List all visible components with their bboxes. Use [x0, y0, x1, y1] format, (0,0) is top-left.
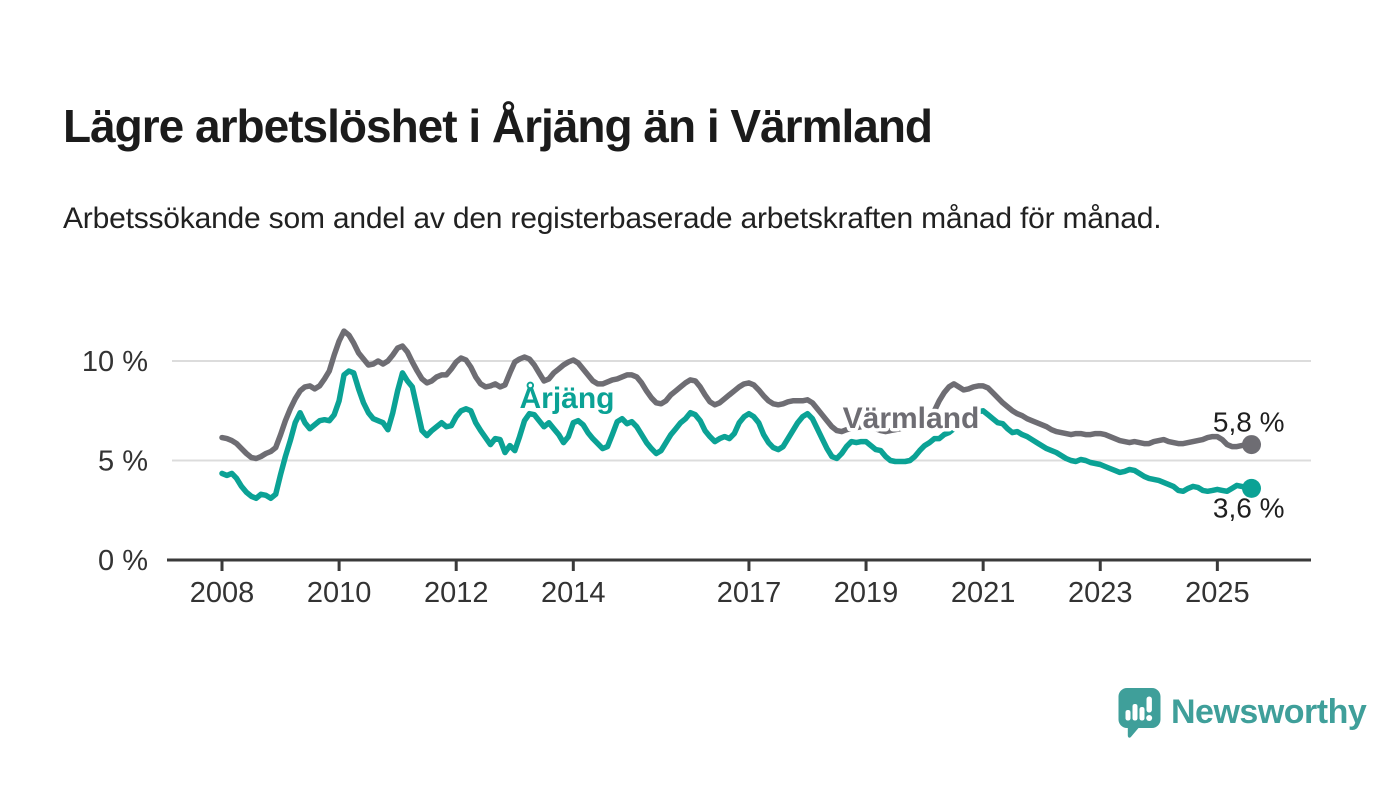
page-subtitle: Arbetssökande som andel av den registerb… [63, 202, 1162, 235]
page-title: Lägre arbetslöshet i Årjäng än i Värmlan… [63, 99, 933, 152]
x-axis-tick-label: 2008 [190, 577, 255, 609]
x-axis-tick-label: 2019 [834, 577, 899, 609]
x-axis-tick-label: 2010 [307, 577, 372, 609]
x-axis-tick-label: 2021 [951, 577, 1016, 609]
x-axis-tick-label: 2012 [424, 577, 489, 609]
y-axis-tick-label: 0 % [98, 545, 148, 577]
newsworthy-logo-text: Newsworthy [1171, 692, 1367, 731]
newsworthy-logo-icon [1118, 688, 1161, 738]
series-end-value-label: 5,8 % [1213, 407, 1285, 438]
x-axis-tick-label: 2017 [717, 577, 782, 609]
series-label-varmland: Värmland [843, 402, 980, 435]
x-axis-tick-label: 2023 [1068, 577, 1133, 609]
y-axis-tick-label: 5 % [98, 446, 148, 478]
series-line-arjang [219, 368, 1255, 502]
series-label-arjang: Årjäng [519, 382, 614, 415]
logo-bar-chart-glyph [1125, 696, 1153, 721]
x-axis-tick-label: 2014 [541, 577, 606, 609]
x-axis-tick-label: 2025 [1185, 577, 1250, 609]
y-axis-tick-label: 10 % [82, 346, 148, 378]
series-end-dot [1242, 478, 1262, 498]
series-end-value-label: 3,6 % [1213, 492, 1285, 523]
series-end-dot [1242, 435, 1262, 455]
newsworthy-brand: Newsworthy [1116, 685, 1367, 739]
series-line-varmland [219, 328, 1255, 462]
